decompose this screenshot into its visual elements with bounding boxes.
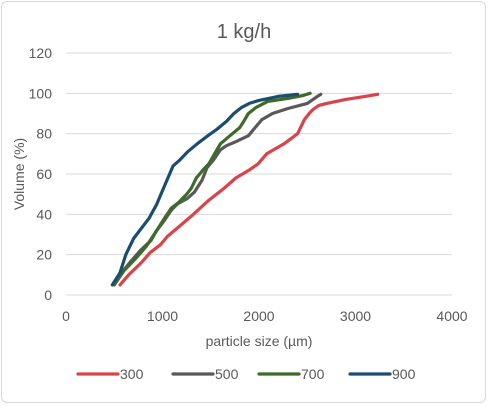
y-tick-label: 0 (44, 287, 52, 303)
y-tick-label: 60 (36, 166, 52, 182)
y-tick-label: 80 (36, 126, 52, 142)
legend-label-900: 900 (392, 366, 416, 382)
legend: 300 500 700 900 (76, 366, 416, 382)
series-line-300 (118, 92, 380, 287)
gridlines (66, 52, 452, 296)
y-tick-label: 120 (29, 45, 53, 61)
x-tick-label: 3000 (340, 308, 371, 324)
legend-label-500: 500 (215, 366, 239, 382)
x-axis-ticks: 0 1000 2000 3000 4000 (62, 308, 468, 324)
series-line-900 (110, 92, 300, 287)
series-lines (110, 91, 380, 287)
x-tick-label: 0 (62, 308, 70, 324)
y-tick-label: 20 (36, 247, 52, 263)
y-axis-title: Volume (%) (11, 138, 27, 210)
x-tick-label: 2000 (243, 308, 274, 324)
x-tick-label: 1000 (147, 308, 178, 324)
y-tick-label: 40 (36, 206, 52, 222)
x-tick-label: 4000 (436, 308, 467, 324)
series-line-700 (112, 91, 312, 287)
legend-label-300: 300 (120, 366, 144, 382)
chart-title: 1 kg/h (217, 21, 271, 43)
y-tick-label: 100 (29, 85, 53, 101)
y-axis-ticks: 0 20 40 60 80 100 120 (29, 45, 53, 303)
x-axis-title: particle size (µm) (206, 333, 313, 349)
legend-label-700: 700 (301, 366, 325, 382)
